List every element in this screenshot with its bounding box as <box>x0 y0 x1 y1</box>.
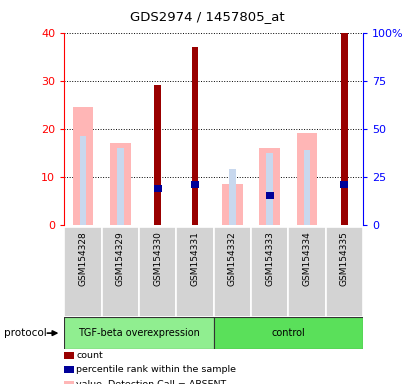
Text: GSM154329: GSM154329 <box>116 231 125 286</box>
Bar <box>222 184 243 225</box>
Bar <box>340 181 349 188</box>
Text: GSM154335: GSM154335 <box>340 231 349 286</box>
Text: GSM154330: GSM154330 <box>153 231 162 286</box>
Bar <box>191 181 199 188</box>
Text: GSM154333: GSM154333 <box>265 231 274 286</box>
Text: GDS2974 / 1457805_at: GDS2974 / 1457805_at <box>130 10 285 23</box>
Text: GSM154334: GSM154334 <box>303 231 312 286</box>
Bar <box>214 317 363 349</box>
Text: GSM154328: GSM154328 <box>78 231 88 286</box>
Bar <box>266 192 274 199</box>
Bar <box>192 169 198 225</box>
Bar <box>64 227 102 317</box>
Bar <box>229 169 236 225</box>
Bar <box>80 136 86 225</box>
Bar <box>139 227 176 317</box>
Bar <box>117 148 124 225</box>
Bar <box>259 148 280 225</box>
Bar <box>304 150 310 225</box>
Text: GSM154331: GSM154331 <box>190 231 200 286</box>
Text: count: count <box>76 351 103 360</box>
Bar <box>251 227 288 317</box>
Bar <box>73 107 93 225</box>
Bar <box>110 143 131 225</box>
Bar <box>266 153 273 225</box>
Bar <box>64 317 214 349</box>
Bar <box>326 227 363 317</box>
Text: TGF-beta overexpression: TGF-beta overexpression <box>78 328 200 338</box>
Bar <box>154 185 162 192</box>
Text: value, Detection Call = ABSENT: value, Detection Call = ABSENT <box>76 380 227 384</box>
Bar <box>288 227 326 317</box>
Bar <box>341 33 348 225</box>
Bar <box>192 47 198 225</box>
Text: protocol: protocol <box>4 328 47 338</box>
Bar <box>102 227 139 317</box>
Text: control: control <box>271 328 305 338</box>
Bar <box>297 134 317 225</box>
Text: percentile rank within the sample: percentile rank within the sample <box>76 365 236 374</box>
Bar <box>154 86 161 225</box>
Text: GSM154332: GSM154332 <box>228 231 237 286</box>
Bar <box>176 227 214 317</box>
Bar <box>214 227 251 317</box>
